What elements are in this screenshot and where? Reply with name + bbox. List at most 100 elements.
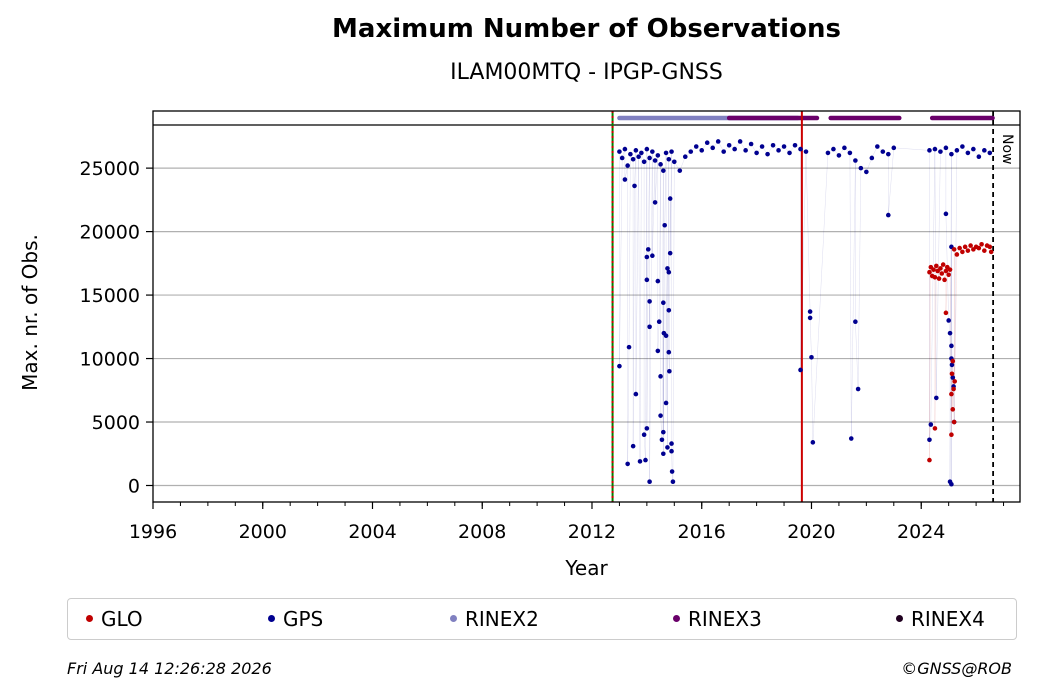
legend-marker-gps <box>268 615 275 622</box>
footer-timestamp: Fri Aug 14 12:26:28 2026 <box>67 659 272 678</box>
point-glo-12 <box>943 268 949 274</box>
point-gps-80 <box>644 254 650 260</box>
legend-marker-rinex3 <box>673 615 680 622</box>
point-gps-101 <box>666 308 672 313</box>
y-tick-label-5: 25000 <box>80 158 140 180</box>
legend-label-rinex4: RINEX4 <box>911 607 985 631</box>
point-gps-48 <box>842 145 847 151</box>
point-gps-73 <box>626 344 632 350</box>
point-glo-30 <box>960 249 965 255</box>
point-gps-62 <box>949 151 954 157</box>
point-gps-35 <box>754 150 759 156</box>
legend-item-rinex2: RINEX2 <box>450 607 539 631</box>
point-gps-7 <box>636 154 641 160</box>
point-gps-61 <box>943 145 949 151</box>
point-gps-13 <box>652 158 658 163</box>
point-gps-32 <box>737 139 743 144</box>
legend-label-rinex2: RINEX2 <box>465 607 539 631</box>
plot-frame <box>152 110 1021 503</box>
point-gps-118 <box>810 440 816 445</box>
point-glo-26 <box>950 358 956 364</box>
point-gps-51 <box>858 165 864 171</box>
point-glo-33 <box>968 243 973 248</box>
point-gps-99 <box>665 445 670 450</box>
legend-label-gps: GPS <box>283 607 324 631</box>
point-gps-26 <box>704 140 710 146</box>
legend-marker-rinex4 <box>896 615 903 622</box>
point-glo-16 <box>927 457 932 463</box>
chart-title: Maximum Number of Observations <box>332 14 841 44</box>
point-gps-132 <box>950 375 956 380</box>
point-glo-9 <box>939 271 945 276</box>
point-gps-3 <box>625 163 630 168</box>
point-gps-129 <box>949 343 954 349</box>
point-gps-56 <box>886 151 891 157</box>
point-gps-78 <box>643 457 648 463</box>
point-gps-34 <box>748 141 754 147</box>
point-gps-58 <box>927 148 932 153</box>
point-gps-1 <box>619 155 625 161</box>
point-glo-37 <box>979 241 984 247</box>
point-gps-25 <box>699 148 705 153</box>
point-gps-68 <box>982 148 987 153</box>
x-tick-label-4: 2012 <box>568 521 616 543</box>
point-gps-71 <box>622 177 628 182</box>
x-axis-label: Year <box>564 556 608 580</box>
point-gps-114 <box>798 367 803 373</box>
point-gps-111 <box>644 426 650 431</box>
point-gps-52 <box>864 169 869 175</box>
point-glo-24 <box>952 379 958 384</box>
point-gps-4 <box>628 151 633 157</box>
point-glo-38 <box>982 248 987 253</box>
legend-marker-glo <box>86 615 93 622</box>
legend-item-glo: GLO <box>86 607 143 631</box>
point-gps-33 <box>743 148 748 153</box>
point-gps-45 <box>825 150 831 156</box>
point-gps-90 <box>658 413 663 418</box>
point-glo-22 <box>951 386 956 392</box>
point-gps-17 <box>663 150 669 156</box>
point-glo-5 <box>934 263 939 269</box>
point-gps-96 <box>663 400 669 406</box>
point-gps-115 <box>807 309 813 314</box>
point-gps-49 <box>847 150 853 156</box>
point-gps-50 <box>853 158 858 163</box>
legend-item-rinex3: RINEX3 <box>673 607 762 631</box>
x-tick-label-0: 1996 <box>129 521 177 543</box>
point-gps-84 <box>650 253 655 259</box>
point-gps-131 <box>949 362 955 368</box>
x-tick-label-2: 2004 <box>348 521 396 543</box>
point-gps-63 <box>954 148 960 153</box>
point-gps-124 <box>927 437 932 443</box>
point-gps-121 <box>855 386 861 392</box>
point-gps-98 <box>665 266 670 271</box>
point-glo-20 <box>949 371 955 377</box>
y-axis-label: Max. nr. of Obs. <box>18 234 42 391</box>
x-tick-label-5: 2016 <box>678 521 726 543</box>
point-glo-28 <box>954 252 960 257</box>
point-gps-79 <box>644 277 650 283</box>
point-gps-136 <box>949 481 954 487</box>
point-gps-100 <box>666 269 672 275</box>
point-gps-123 <box>928 422 934 427</box>
point-gps-0 <box>617 149 622 154</box>
now-label: Now <box>999 134 1015 165</box>
legend-item-gps: GPS <box>268 607 323 631</box>
point-gps-92 <box>661 429 666 435</box>
point-gps-112 <box>661 451 666 457</box>
legend-item-rinex4: RINEX4 <box>896 607 985 631</box>
point-gps-20 <box>671 159 677 165</box>
point-gps-117 <box>809 354 814 360</box>
point-gps-120 <box>853 319 858 325</box>
point-gps-77 <box>641 432 647 438</box>
y-tick-label-3: 15000 <box>80 285 140 307</box>
point-gps-104 <box>667 196 673 201</box>
point-gps-10 <box>644 146 650 152</box>
point-glo-4 <box>932 275 938 280</box>
point-gps-42 <box>792 142 798 148</box>
point-gps-15 <box>658 162 663 167</box>
point-gps-2 <box>622 146 628 152</box>
point-gps-91 <box>659 437 665 443</box>
legend-label-rinex3: RINEX3 <box>688 607 762 631</box>
point-gps-110 <box>647 479 652 484</box>
